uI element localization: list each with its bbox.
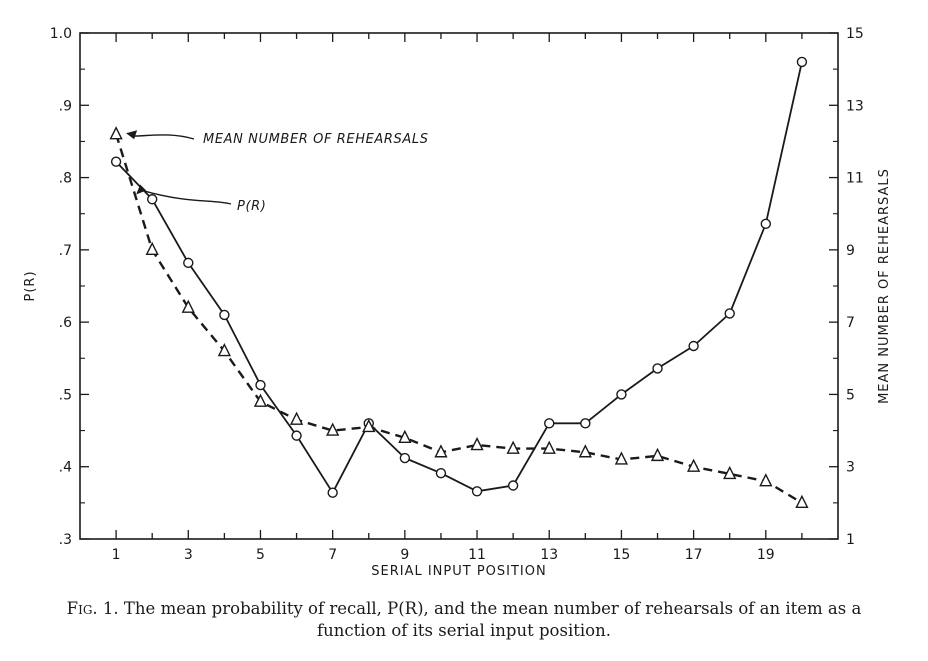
recall-point: [291, 430, 302, 441]
recall-point: [183, 257, 194, 269]
recall-point: [688, 340, 699, 352]
plot-frame: [79, 32, 839, 540]
recall-point: [760, 218, 772, 230]
arrowhead-rehearsals: [126, 130, 138, 140]
rehearsal-point: [181, 299, 195, 313]
right-axis-title: MEAN NUMBER OF REHEARSALS: [877, 168, 892, 404]
recall-point: [616, 389, 627, 400]
rehearsal-point: [398, 429, 412, 443]
left-axis-title: P(R): [23, 270, 38, 301]
x-tick-label: 15: [613, 547, 631, 563]
annotation-arrow-rehearsals: [132, 134, 195, 140]
x-tick-label: 17: [685, 547, 703, 563]
rehearsal-point: [217, 342, 232, 357]
rehearsal-point: [723, 465, 737, 480]
rehearsal-point: [578, 444, 592, 458]
left-tick-label: 1.0: [50, 26, 72, 42]
serial-position-chart: 1 3 5 7 9 11 13 15 17 19 .3.4.5.6.7.8.91.0 135791…: [23, 26, 892, 579]
left-tick-label: .9: [59, 98, 72, 114]
x-tick-label: 9: [400, 547, 409, 563]
recall-point: [399, 452, 411, 464]
x-tick-label: 19: [757, 547, 775, 563]
right-tick-label: 15: [846, 26, 864, 42]
rehearsal-point: [253, 393, 268, 407]
rehearsal-point: [362, 418, 376, 433]
rehearsal-point: [686, 458, 701, 472]
figure-caption: Fig. 1. The mean probability of recall, …: [40, 598, 888, 642]
rehearsal-point: [326, 422, 340, 436]
right-tick-label: 1: [846, 532, 855, 548]
left-tick-label: .7: [59, 243, 72, 259]
recall-line: [115, 61, 803, 494]
recall-point: [146, 194, 158, 205]
right-tick-label: 9: [846, 243, 855, 259]
caption-text: The mean probability of recall, P(R), an…: [123, 599, 862, 640]
rehearsal-point: [759, 473, 773, 487]
right-tick-label: 3: [846, 460, 855, 476]
recall-point: [652, 363, 663, 374]
recall-point: [435, 468, 447, 479]
right-tick-label: 13: [846, 98, 864, 114]
recall-point: [724, 308, 735, 319]
annotation-arrow-recall: [141, 189, 232, 205]
left-tick-label: .6: [59, 315, 72, 331]
x-tick-label: 3: [184, 547, 193, 563]
annotation-rehearsals: MEAN NUMBER OF REHEARSALS: [203, 132, 429, 147]
recall-point: [544, 418, 555, 429]
x-tick-label: 11: [468, 547, 486, 563]
right-tick-label: 11: [846, 171, 864, 187]
x-tick-label: 13: [540, 547, 558, 563]
rehearsal-point: [434, 444, 448, 458]
left-tick-label: .3: [59, 532, 72, 548]
recall-point: [110, 156, 122, 167]
x-axis-title: SERIAL INPUT POSITION: [371, 564, 546, 579]
rehearsal-point: [542, 440, 556, 454]
left-tick-label: .5: [59, 387, 72, 403]
x-tick-label: 1: [112, 547, 121, 563]
x-axis-ticks: 1 3 5 7 9 11 13 15 17 19: [112, 33, 803, 563]
rehearsal-point: [506, 440, 520, 454]
rehearsal-point: [470, 436, 484, 451]
right-tick-label: 5: [846, 387, 855, 403]
left-axis-ticks: .3 .4 .5 .6 .7 .8 .9 1.0: [50, 26, 89, 548]
left-tick-label: .4: [59, 460, 72, 476]
figure-label: Fig. 1.: [66, 599, 119, 618]
recall-point: [327, 487, 338, 498]
annotation-recall: P(R): [237, 199, 266, 214]
annotation-layer: MEAN NUMBER OF REHEARSALS P(R): [126, 130, 428, 214]
rehearsal-point: [145, 241, 159, 256]
arrowhead-recall: [136, 184, 147, 195]
rehearsal-point: [289, 411, 304, 425]
recall-point: [471, 486, 483, 497]
rehearsal-point: [109, 126, 123, 140]
recall-point: [255, 379, 266, 391]
x-tick-label: 7: [328, 547, 337, 563]
recall-point: [507, 480, 519, 491]
recall-point: [796, 56, 808, 68]
right-tick-label: 7: [846, 315, 855, 331]
rehearsal-point: [614, 451, 629, 465]
x-tick-label: 5: [256, 547, 265, 563]
recall-point: [219, 309, 230, 321]
rehearsals-line: [114, 133, 803, 504]
rehearsal-point: [795, 494, 809, 509]
rehearsal-point: [650, 447, 665, 462]
left-tick-label: .8: [59, 171, 72, 187]
series-layer: [109, 56, 809, 509]
recall-point: [580, 418, 591, 429]
